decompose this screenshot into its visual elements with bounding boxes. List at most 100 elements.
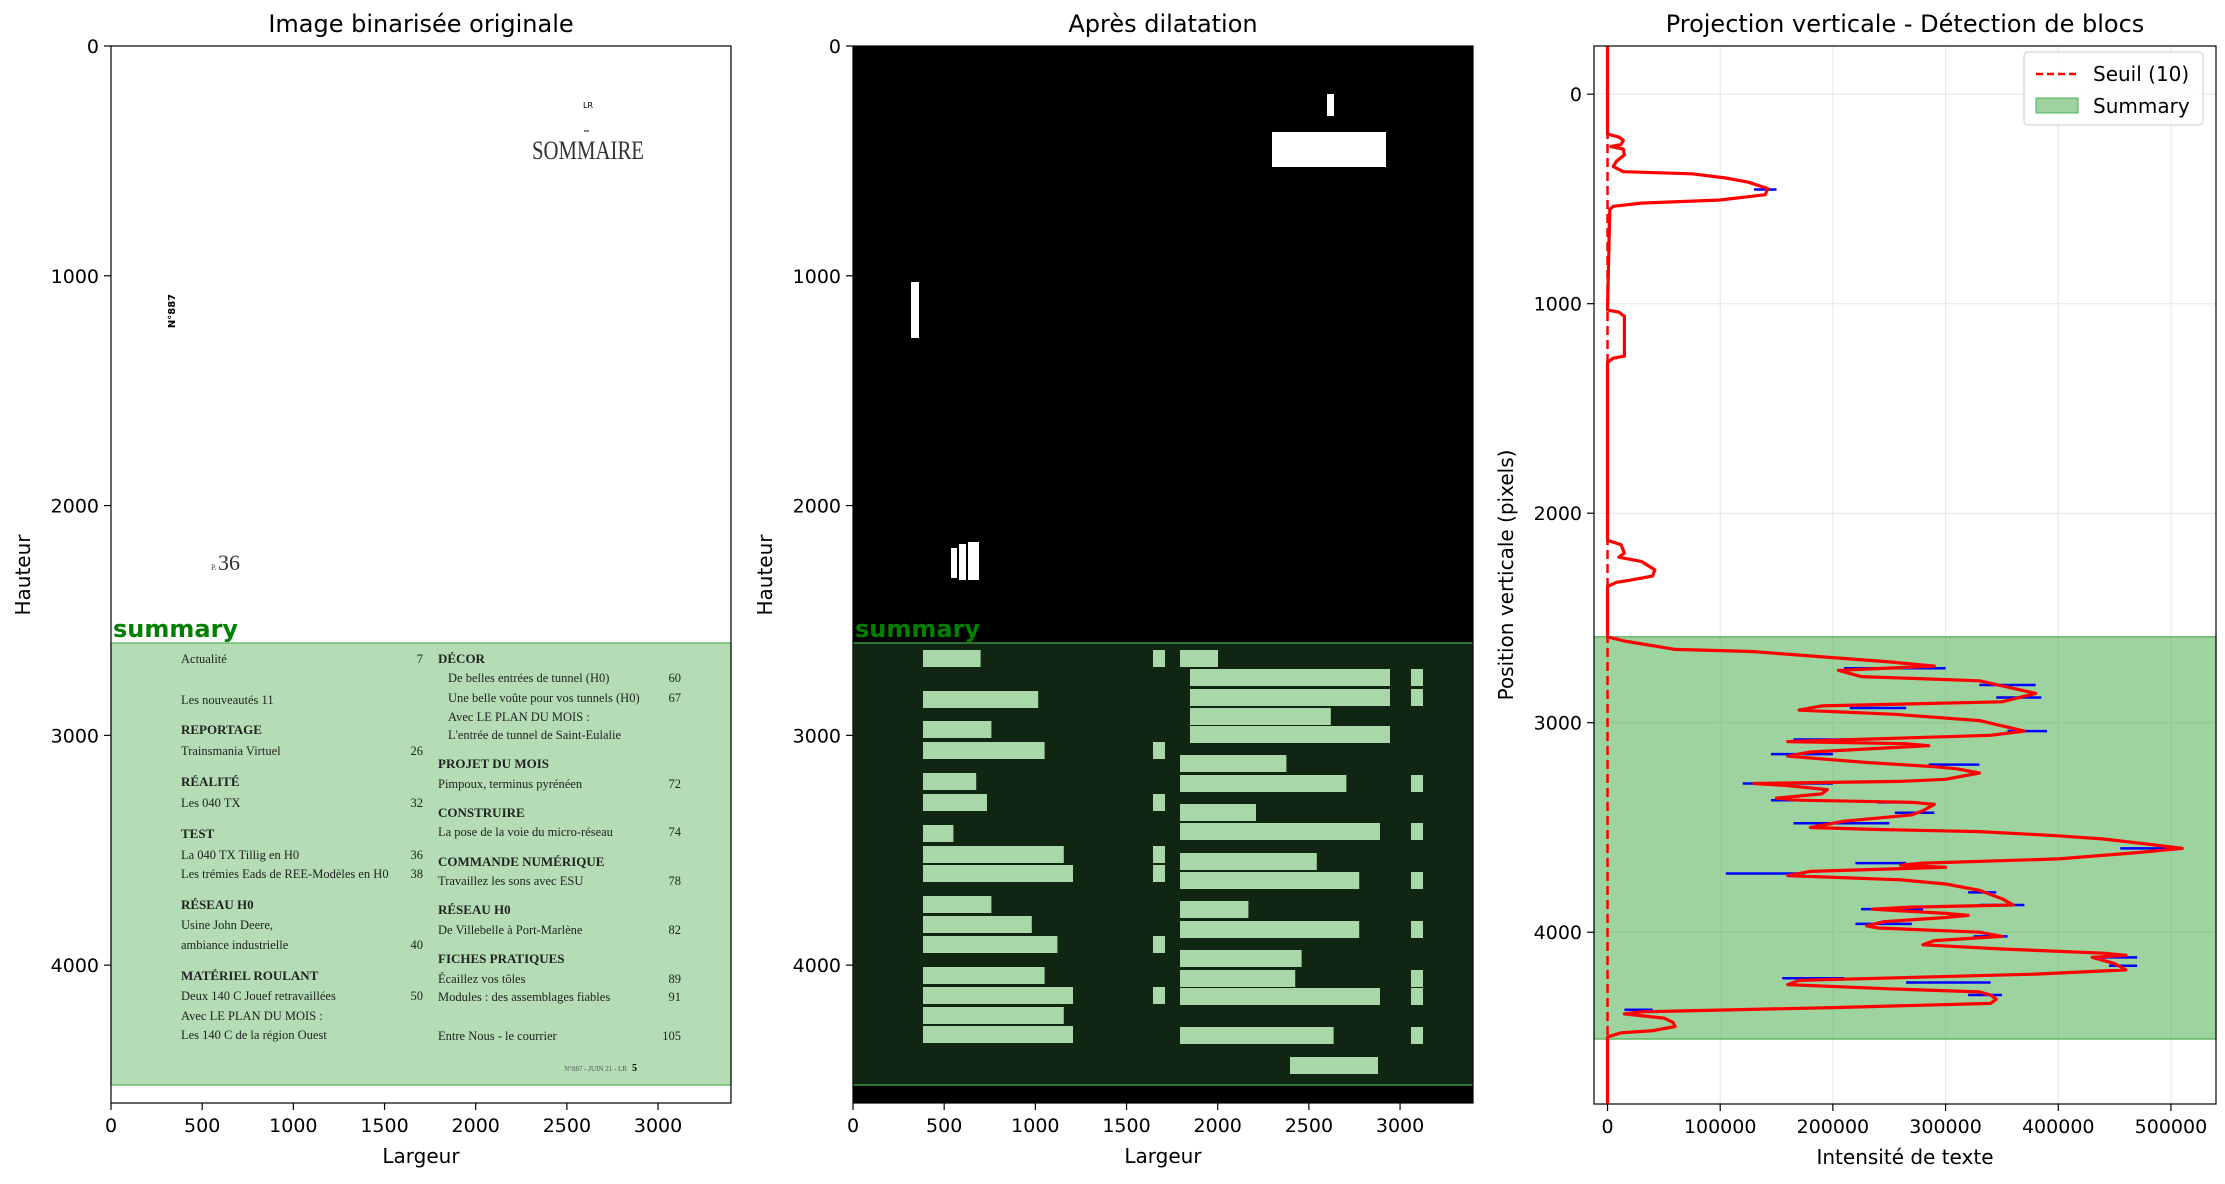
dilated-xtick-label: 0 bbox=[847, 1115, 859, 1137]
toc-page-number: 32 bbox=[411, 796, 424, 810]
toc-entry: Pimpoux, terminus pyrénéen bbox=[438, 777, 583, 791]
original-xtick-label: 500 bbox=[184, 1115, 220, 1137]
dilated-line-blob bbox=[1180, 853, 1317, 870]
chart-legend: Seuil (10) Summary bbox=[2023, 51, 2204, 126]
toc-entry: Travaillez les sons avec ESU bbox=[438, 874, 583, 888]
original-ytick-label: 1000 bbox=[51, 266, 99, 288]
toc-page-number: 91 bbox=[669, 990, 682, 1004]
dilated-line-blob bbox=[1180, 872, 1360, 889]
dilated-xtick-label: 1500 bbox=[1102, 1115, 1150, 1137]
dilated-line-blob bbox=[923, 825, 954, 842]
dilated-page-blob bbox=[1153, 936, 1165, 953]
toc-entry: Avec LE PLAN DU MOIS : bbox=[448, 710, 590, 724]
dilated-line-blob bbox=[923, 742, 1045, 759]
toc-page-number: 40 bbox=[411, 938, 424, 952]
dilated-line-blob bbox=[1190, 726, 1390, 743]
panel-original: Image binarisée originale LR SOMMAIRE N°… bbox=[11, 10, 732, 1168]
toc-section-heading: PROJET DU MOIS bbox=[438, 756, 549, 771]
toc-page-number: 78 bbox=[669, 874, 682, 888]
axes-dilated: 0 500 1000 1500 2000 2500 3000 0 1000 2000 3000 400… bbox=[793, 36, 1425, 1137]
dilated-xtick-label: 2000 bbox=[1194, 1115, 1242, 1137]
dilated-page-blob bbox=[1411, 988, 1423, 1005]
dilated-line-blob bbox=[923, 691, 1039, 708]
dilated-line-blob bbox=[1180, 901, 1249, 918]
panel-dilated-ylabel: Hauteur bbox=[753, 534, 777, 616]
toc-section-heading: RÉSEAU H0 bbox=[438, 902, 511, 917]
toc-section-heading: DÉCOR bbox=[438, 651, 486, 666]
dilated-line-blob bbox=[923, 987, 1073, 1004]
chart-xtick-label: 500000 bbox=[2135, 1116, 2208, 1138]
page-footer-number: 5 bbox=[632, 1063, 637, 1074]
dilated-axes-frame bbox=[852, 45, 1474, 1104]
toc-entry: Avec LE PLAN DU MOIS : bbox=[181, 1009, 323, 1023]
toc-page-number: 50 bbox=[411, 989, 424, 1003]
toc-page-number: 38 bbox=[411, 867, 424, 881]
chart-ylabel: Position verticale (pixels) bbox=[1494, 450, 1518, 701]
chart-ytick-label: 2000 bbox=[1534, 503, 1582, 525]
panel-dilated-xlabel: Largeur bbox=[1124, 1144, 1202, 1168]
toc-page-number: 82 bbox=[669, 923, 682, 937]
summary-label: summary bbox=[113, 615, 238, 643]
chart-ytick-label: 3000 bbox=[1534, 713, 1582, 735]
dilated-line-blob bbox=[923, 794, 987, 811]
dilated-page-blob bbox=[1153, 650, 1165, 667]
axes-original: 0 500 1000 1500 2000 2500 3000 0 1000 2000 3000 400… bbox=[51, 36, 683, 1137]
toc-entry: Les trémies Eads de REE-Modèles en H0 bbox=[181, 867, 389, 881]
dilated-page-blob bbox=[1153, 794, 1165, 811]
table-of-contents: Actualité 7 Les nouveautés 11 REPORTAGE Trai… bbox=[181, 651, 682, 1043]
toc-section-heading: TEST bbox=[181, 826, 215, 841]
dilated-page-blob bbox=[1411, 775, 1423, 792]
dilated-ytick-label: 4000 bbox=[793, 955, 841, 977]
original-xtick-label: 1500 bbox=[360, 1115, 408, 1137]
dilated-xtick-label: 2500 bbox=[1285, 1115, 1333, 1137]
toc-entry: La pose de la voie du micro-réseau bbox=[438, 825, 614, 839]
dilated-line-blob bbox=[923, 896, 992, 913]
dilated-page-blob bbox=[1411, 689, 1423, 706]
dilated-ytick-label: 1000 bbox=[793, 266, 841, 288]
dilated-xtick-label: 1000 bbox=[1011, 1115, 1059, 1137]
chart-xtick-label: 400000 bbox=[2022, 1116, 2095, 1138]
chart-xlabel: Intensité de texte bbox=[1816, 1145, 1993, 1169]
dilated-xtick-label: 500 bbox=[926, 1115, 962, 1137]
dilated-line-blob bbox=[923, 936, 1058, 953]
chart-xtick-label: 300000 bbox=[1909, 1116, 1982, 1138]
legend-summary-swatch bbox=[2035, 97, 2079, 114]
summary-block-overlay bbox=[110, 642, 732, 1086]
dilated-line-blob bbox=[923, 865, 1073, 882]
dilated-line-blob bbox=[1180, 823, 1380, 840]
toc-page-number: 60 bbox=[669, 671, 682, 685]
panel-projection: Projection verticale - Détection de bloc… bbox=[1494, 10, 2217, 1169]
dilated-ytick-label: 3000 bbox=[793, 725, 841, 747]
dilated-line-blob bbox=[1180, 970, 1296, 987]
toc-entry: Modules : des assemblages fiables bbox=[438, 990, 610, 1004]
dilated-xtick-label: 3000 bbox=[1376, 1115, 1424, 1137]
dilated-ytick-label: 0 bbox=[829, 36, 841, 58]
dilated-summary-label: summary bbox=[855, 615, 980, 643]
original-ytick-label: 3000 bbox=[51, 725, 99, 747]
dilated-page-blob bbox=[1411, 669, 1423, 686]
toc-entry: Deux 140 C Jouef retravaillées bbox=[181, 989, 336, 1003]
dilated-line-blob bbox=[923, 773, 977, 790]
dilated-line-blob bbox=[923, 650, 981, 667]
dilated-line-blob bbox=[923, 1026, 1073, 1043]
dilated-page-blob bbox=[1411, 970, 1423, 987]
dilated-line-blob bbox=[1190, 689, 1390, 706]
original-xtick-label: 2000 bbox=[452, 1115, 500, 1137]
original-ytick-label: 0 bbox=[87, 36, 99, 58]
dilated-page-blob bbox=[1411, 823, 1423, 840]
chart-xtick-label: 200000 bbox=[1797, 1116, 1870, 1138]
original-xtick-label: 3000 bbox=[634, 1115, 682, 1137]
dilated-footer-blob bbox=[1290, 1057, 1378, 1074]
toc-entry: ambiance industrielle bbox=[181, 938, 289, 952]
panel-dilated-title: Après dilatation bbox=[1068, 10, 1257, 38]
toc-section-heading: COMMANDE NUMÉRIQUE bbox=[438, 854, 604, 869]
toc-page-number: 67 bbox=[669, 691, 682, 705]
toc-section-heading: RÉALITÉ bbox=[181, 774, 240, 789]
dilated-line-blob bbox=[923, 1007, 1064, 1024]
toc-page-number: 74 bbox=[669, 825, 682, 839]
toc-entry: Entre Nous - le courrier bbox=[438, 1029, 558, 1043]
toc-entry: De Villebelle à Port-Marlène bbox=[438, 923, 583, 937]
page-header-small: LR bbox=[583, 101, 593, 110]
original-image-area bbox=[111, 46, 731, 1103]
dilated-text-blobs bbox=[923, 650, 1423, 1074]
